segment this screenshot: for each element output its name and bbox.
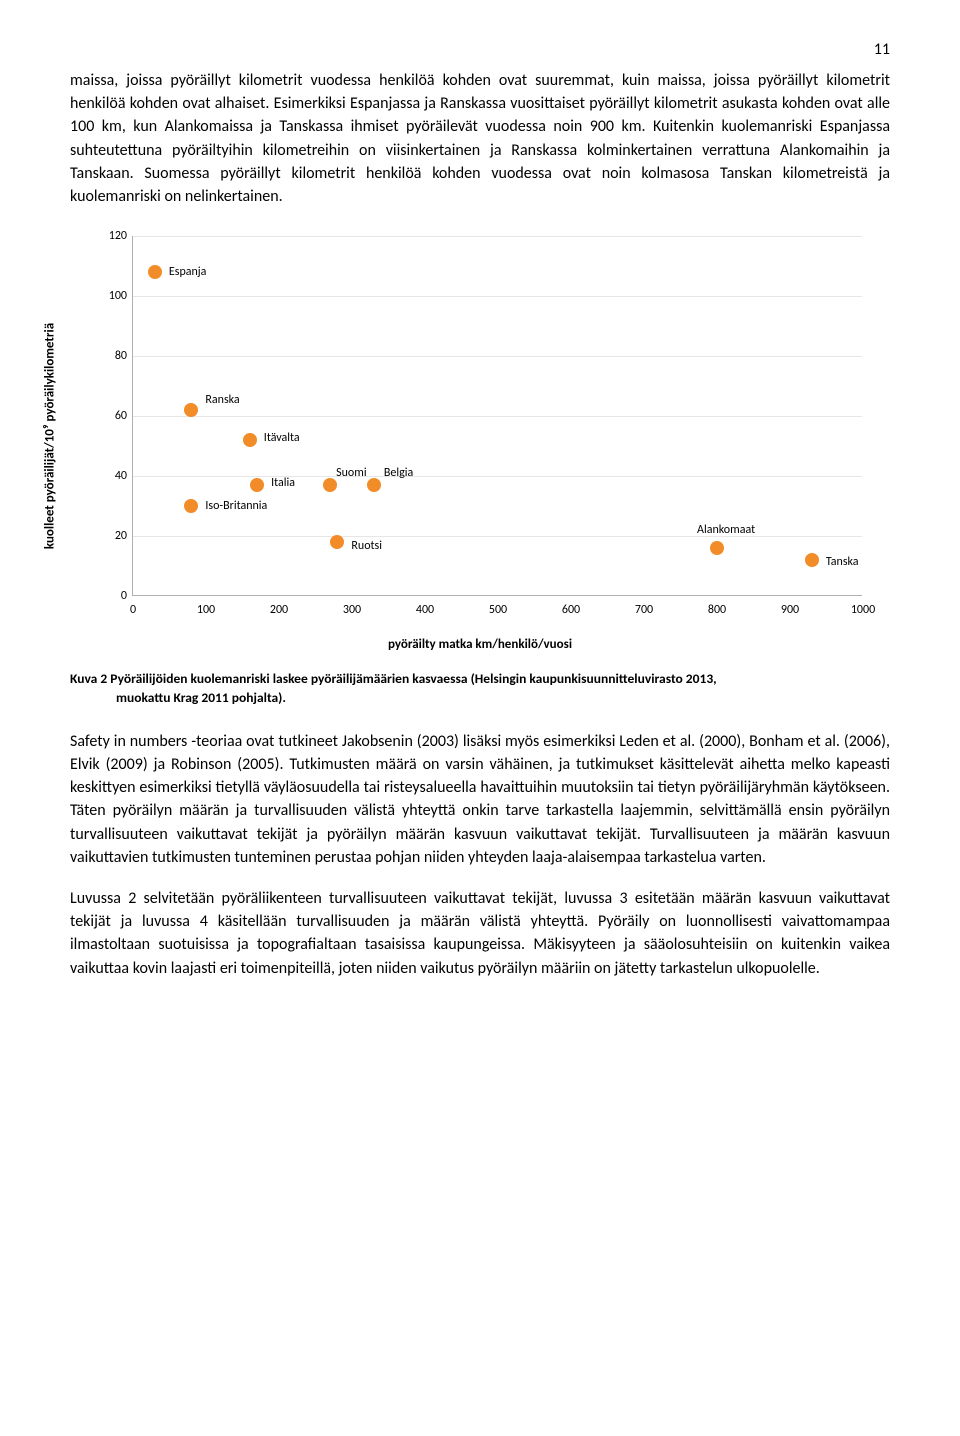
chart-container: kuolleet pyöräilijät/10⁹ pyöräilykilomet…: [70, 226, 890, 646]
data-marker-label: Belgia: [384, 466, 413, 480]
data-marker-label: Tanska: [826, 555, 859, 569]
data-marker: [184, 499, 198, 513]
caption-line-1: Kuva 2 Pyöräilijöiden kuolemanriski lask…: [70, 670, 717, 687]
gridline: [133, 476, 862, 477]
data-marker-label: Iso-Britannia: [205, 499, 267, 513]
x-tick-label: 500: [489, 603, 507, 617]
data-marker-label: Espanja: [169, 265, 207, 279]
data-marker: [250, 478, 264, 492]
data-marker: [710, 541, 724, 555]
caption-line-2: muokattu Krag 2011 pohjalta).: [70, 689, 890, 708]
x-tick-label: 700: [635, 603, 653, 617]
data-marker: [323, 478, 337, 492]
y-tick-label: 60: [93, 409, 127, 423]
x-tick-label: 1000: [851, 603, 875, 617]
data-marker: [243, 433, 257, 447]
x-tick-label: 800: [708, 603, 726, 617]
y-tick-label: 80: [93, 349, 127, 363]
data-marker-label: Ranska: [205, 393, 239, 407]
y-tick-label: 100: [93, 289, 127, 303]
y-axis-title: kuolleet pyöräilijät/10⁹ pyöräilykilomet…: [43, 323, 58, 549]
plot-area: 0204060801001200100200300400500600700800…: [132, 236, 862, 596]
x-tick-label: 400: [416, 603, 434, 617]
data-marker: [330, 535, 344, 549]
page-number: 11: [70, 40, 890, 59]
body-paragraph-4: Luvussa 2 selvitetään pyöräliikenteen tu…: [70, 887, 890, 980]
data-marker-label: Ruotsi: [351, 539, 382, 553]
data-marker-label: Itävalta: [264, 431, 300, 445]
y-tick-label: 20: [93, 529, 127, 543]
data-marker-label: Suomi: [336, 466, 367, 480]
data-marker: [805, 553, 819, 567]
x-axis-title: pyöräilty matka km/henkilö/vuosi: [388, 637, 572, 652]
gridline: [133, 236, 862, 237]
x-tick-label: 600: [562, 603, 580, 617]
data-marker: [184, 403, 198, 417]
figure-scatter: kuolleet pyöräilijät/10⁹ pyöräilykilomet…: [70, 226, 890, 646]
x-tick-label: 100: [197, 603, 215, 617]
data-marker: [367, 478, 381, 492]
gridline: [133, 296, 862, 297]
y-tick-label: 0: [93, 589, 127, 603]
x-tick-label: 900: [781, 603, 799, 617]
x-tick-label: 300: [343, 603, 361, 617]
data-marker: [148, 265, 162, 279]
y-tick-label: 120: [93, 229, 127, 243]
x-tick-label: 200: [270, 603, 288, 617]
x-tick-label: 0: [130, 603, 136, 617]
data-marker-label: Alankomaat: [697, 523, 755, 537]
figure-caption: Kuva 2 Pyöräilijöiden kuolemanriski lask…: [70, 670, 890, 708]
gridline: [133, 416, 862, 417]
body-paragraph-3: Safety in numbers -teoriaa ovat tutkinee…: [70, 730, 890, 869]
data-marker-label: Italia: [271, 476, 295, 490]
body-paragraph-1: maissa, joissa pyöräillyt kilometrit vuo…: [70, 69, 890, 208]
gridline: [133, 356, 862, 357]
y-tick-label: 40: [93, 469, 127, 483]
